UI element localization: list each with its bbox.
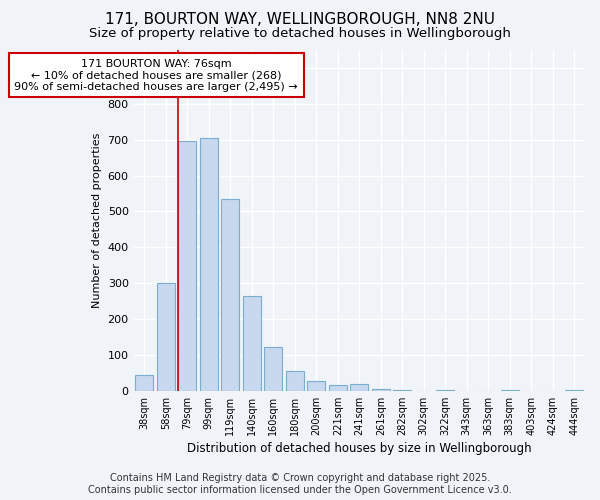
Bar xyxy=(200,138,218,391)
Bar xyxy=(242,296,261,391)
Bar xyxy=(350,384,368,391)
Bar xyxy=(264,346,283,391)
X-axis label: Distribution of detached houses by size in Wellingborough: Distribution of detached houses by size … xyxy=(187,442,532,455)
Bar xyxy=(178,142,196,391)
Text: 171, BOURTON WAY, WELLINGBOROUGH, NN8 2NU: 171, BOURTON WAY, WELLINGBOROUGH, NN8 2N… xyxy=(105,12,495,28)
Bar xyxy=(157,283,175,391)
Bar xyxy=(135,374,154,391)
Text: Size of property relative to detached houses in Wellingborough: Size of property relative to detached ho… xyxy=(89,28,511,40)
Bar xyxy=(371,389,390,391)
Bar xyxy=(329,386,347,391)
Y-axis label: Number of detached properties: Number of detached properties xyxy=(92,132,102,308)
Bar xyxy=(286,371,304,391)
Text: Contains HM Land Registry data © Crown copyright and database right 2025.
Contai: Contains HM Land Registry data © Crown c… xyxy=(88,474,512,495)
Bar xyxy=(307,381,325,391)
Text: 171 BOURTON WAY: 76sqm
← 10% of detached houses are smaller (268)
90% of semi-de: 171 BOURTON WAY: 76sqm ← 10% of detached… xyxy=(14,58,298,92)
Bar xyxy=(221,199,239,391)
